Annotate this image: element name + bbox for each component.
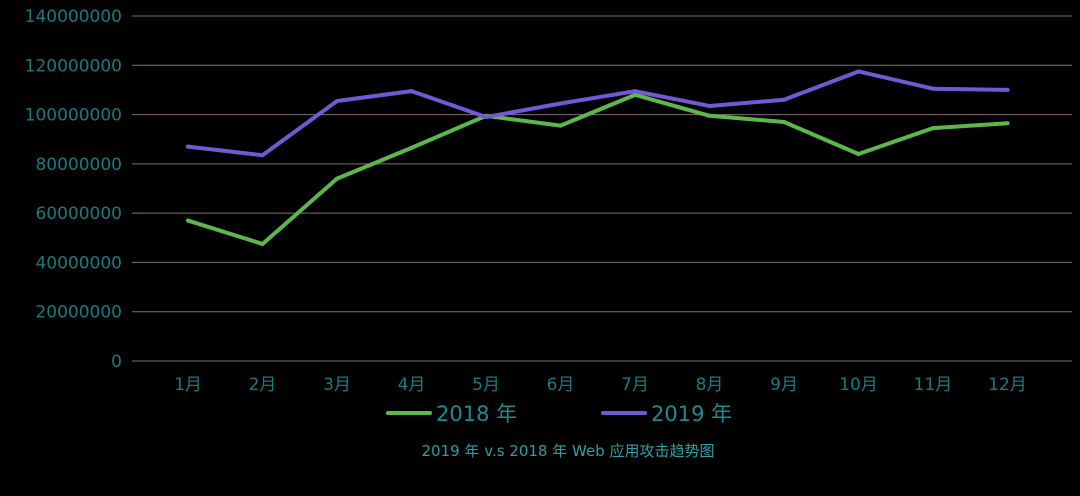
data-point (186, 144, 190, 149)
x-tick-label: 12月 (988, 375, 1027, 395)
legend: 2018 年 2019 年 (386, 402, 732, 426)
data-point (335, 99, 339, 104)
series-lines (186, 69, 1010, 246)
y-tick-label: 40000000 (35, 253, 122, 273)
data-point (186, 218, 190, 223)
data-point (931, 126, 935, 131)
chart-title: 2019 年 v.s 2018 年 Web 应用攻击趋势图 (422, 442, 715, 460)
x-tick-label: 6月 (547, 375, 575, 395)
gridlines (132, 15, 1072, 362)
data-point (1005, 121, 1010, 126)
data-point (707, 103, 712, 108)
data-point (856, 69, 861, 74)
data-point (335, 176, 339, 181)
data-point (260, 153, 265, 158)
x-tick-label: 4月 (398, 375, 426, 395)
data-point (633, 89, 637, 94)
data-point (484, 115, 488, 120)
x-tick-label: 11月 (914, 375, 953, 395)
y-tick-label: 20000000 (35, 303, 122, 323)
x-tick-label: 3月 (323, 375, 351, 395)
data-point (558, 123, 563, 128)
data-point (782, 119, 786, 124)
data-point (633, 92, 637, 97)
legend-label: 2019 年 (651, 402, 732, 426)
series-line-2 (186, 69, 1010, 158)
y-tick-label: 60000000 (35, 204, 122, 224)
x-tick-label: 1月 (174, 375, 202, 395)
data-point (856, 152, 861, 156)
data-point (558, 101, 563, 106)
y-tick-label: 100000000 (25, 106, 122, 126)
legend-item-2: 2019 年 (601, 402, 732, 426)
x-axis-ticks: 1月 2月 3月 4月 5月 6月 7月 8月 9月 10月 11月 12月 (174, 375, 1027, 395)
legend-item-1: 2018 年 (386, 402, 517, 426)
x-tick-label: 2月 (249, 375, 277, 395)
x-tick-label: 10月 (839, 375, 878, 395)
data-point (931, 86, 935, 91)
x-tick-label: 7月 (621, 375, 649, 395)
y-tick-label: 80000000 (35, 155, 122, 175)
legend-label: 2018 年 (436, 402, 517, 426)
data-point (707, 113, 712, 118)
series-line-1 (186, 92, 1010, 246)
x-tick-label: 5月 (472, 375, 500, 395)
y-tick-label: 140000000 (25, 7, 122, 27)
y-axis-ticks: 0 20000000 40000000 60000000 80000000 1000000… (25, 7, 122, 372)
data-point (409, 145, 414, 150)
data-point (260, 241, 265, 246)
data-point (409, 89, 414, 94)
y-tick-label: 120000000 (25, 56, 122, 76)
x-tick-label: 8月 (696, 375, 724, 395)
data-point (782, 97, 786, 102)
data-point (1005, 87, 1010, 92)
y-tick-label: 0 (111, 352, 122, 372)
x-tick-label: 9月 (770, 375, 798, 395)
